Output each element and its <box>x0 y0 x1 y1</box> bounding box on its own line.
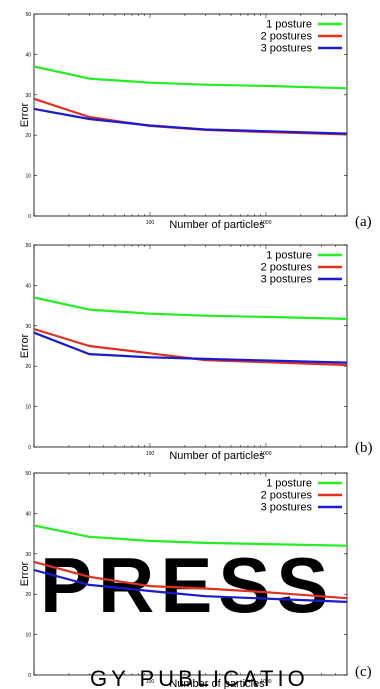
y-tick-label: 0 <box>28 673 31 679</box>
y-tick-label: 20 <box>25 364 31 370</box>
y-tick-label: 20 <box>25 592 31 598</box>
series-line-3 <box>33 107 348 135</box>
series-line-2 <box>33 560 348 600</box>
series-line-3 <box>33 331 348 364</box>
y-tick-label: 10 <box>25 633 31 639</box>
y-tick-label: 30 <box>25 324 31 330</box>
series-line-3 <box>33 568 348 603</box>
y-tick-label: 0 <box>28 214 31 220</box>
series-line-2 <box>33 327 348 367</box>
panel-label: (c) <box>355 664 372 680</box>
x-tick-label: 1000 <box>260 220 271 226</box>
y-tick-label: 50 <box>25 471 31 477</box>
x-axis-label: Number of particles <box>169 678 265 689</box>
x-tick-label: 1000 <box>260 679 271 685</box>
y-axis-label: Error <box>19 561 31 586</box>
y-tick-label: 50 <box>25 243 31 249</box>
y-tick-label: 30 <box>25 93 31 99</box>
legend-label: 1 posture <box>266 250 312 262</box>
legend-label: 3 postures <box>261 502 313 514</box>
svg-text:GY PUBLICATIO: GY PUBLICATIO <box>90 666 309 687</box>
y-tick-label: 10 <box>25 405 31 411</box>
legend-label: 3 postures <box>261 274 313 286</box>
series-line-1 <box>33 296 348 320</box>
y-axis-label: Error <box>19 333 31 358</box>
plot-frame <box>33 472 348 676</box>
x-tick-label: 1000 <box>260 451 271 457</box>
legend-label: 2 postures <box>261 262 313 274</box>
y-tick-label: 40 <box>25 52 31 58</box>
panel-label: (b) <box>355 440 373 456</box>
y-tick-label: 40 <box>25 511 31 517</box>
series-line-1 <box>33 524 348 547</box>
x-tick-label: 100 <box>146 451 155 457</box>
series-line-1 <box>33 65 348 90</box>
y-tick-label: 30 <box>25 552 31 558</box>
x-tick-label: 100 <box>146 220 155 226</box>
legend-label: 3 postures <box>261 43 313 55</box>
y-tick-label: 10 <box>25 174 31 180</box>
plot-frame <box>33 13 348 217</box>
x-tick-label: 100 <box>146 679 155 685</box>
plot-frame <box>33 244 348 448</box>
panel-label: (a) <box>355 214 372 230</box>
legend-label: 1 posture <box>266 478 312 490</box>
y-tick-label: 0 <box>28 445 31 451</box>
y-tick-label: 40 <box>25 283 31 289</box>
x-axis-label: Number of particles <box>169 450 265 461</box>
x-axis-label: Number of particles <box>169 219 265 230</box>
y-axis-label: Error <box>19 102 31 127</box>
legend-label: 2 postures <box>261 31 313 43</box>
y-tick-label: 50 <box>25 12 31 18</box>
legend-label: 1 posture <box>266 19 312 31</box>
y-tick-label: 20 <box>25 133 31 139</box>
legend-label: 2 postures <box>261 490 313 502</box>
